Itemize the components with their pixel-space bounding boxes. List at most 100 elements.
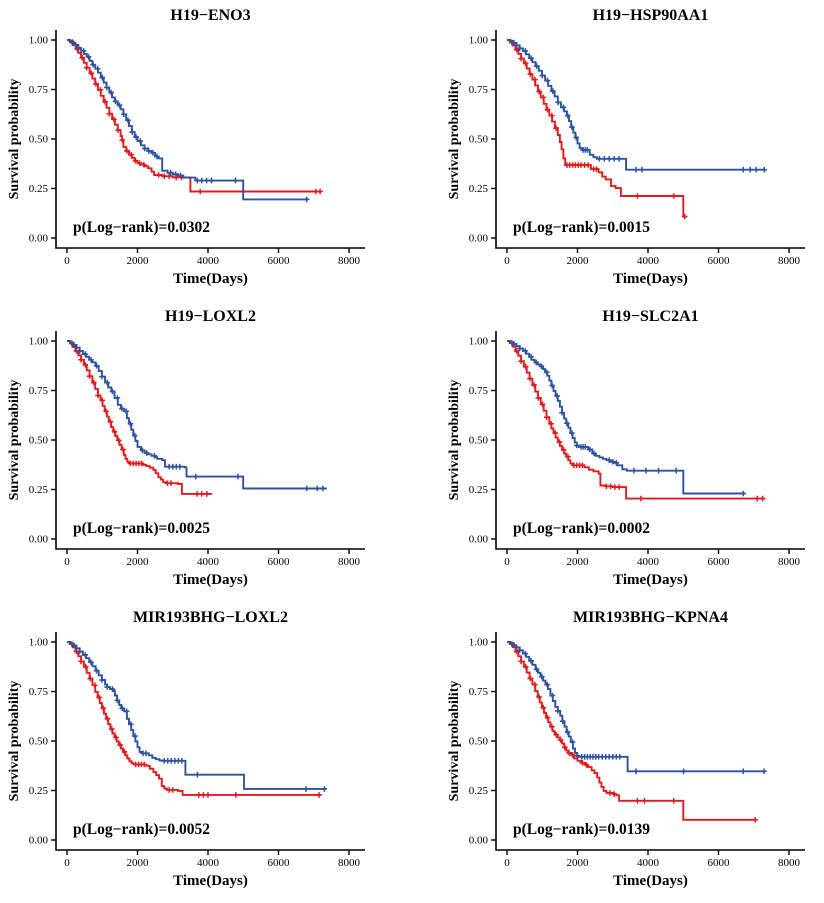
survival-curve-series-red bbox=[67, 39, 321, 193]
p-value-annotation: p(Log−rank)=0.0025 bbox=[73, 520, 210, 537]
censor-mark bbox=[119, 705, 126, 712]
y-axis-label: Survival probability bbox=[7, 380, 22, 501]
censor-mark bbox=[198, 491, 205, 497]
censor-mark bbox=[127, 421, 134, 427]
x-tick-label: 0 bbox=[504, 857, 510, 869]
censor-mark bbox=[139, 447, 146, 454]
censor-mark bbox=[128, 721, 134, 727]
x-tick-label: 2000 bbox=[127, 255, 150, 267]
x-tick-label: 6000 bbox=[708, 556, 731, 568]
censor-mark bbox=[99, 373, 105, 380]
censor-mark bbox=[527, 71, 534, 77]
censor-mark bbox=[639, 166, 645, 173]
censor-mark bbox=[93, 363, 100, 369]
censor-mark bbox=[583, 762, 590, 768]
censor-mark bbox=[143, 750, 149, 757]
censor-mark bbox=[111, 116, 117, 122]
censor-mark bbox=[752, 817, 758, 823]
censor-mark bbox=[655, 467, 662, 474]
km-panel-4: 0.00 0.25 0.50 0.75 1.00 0 2000 4000 6000 8000 H19… bbox=[447, 308, 805, 588]
censor-mark bbox=[93, 81, 99, 87]
censor-mark bbox=[538, 363, 545, 370]
censor-mark bbox=[613, 460, 620, 466]
censor-mark bbox=[747, 166, 753, 173]
censor-mark bbox=[119, 405, 125, 412]
censor-mark bbox=[557, 737, 564, 743]
censor-mark bbox=[550, 88, 556, 94]
censor-mark bbox=[124, 148, 130, 154]
censor-mark bbox=[120, 446, 126, 453]
censor-mark bbox=[643, 467, 649, 474]
y-tick-label: 0.00 bbox=[29, 534, 49, 546]
censor-mark bbox=[194, 771, 201, 778]
censor-mark bbox=[99, 677, 105, 683]
x-tick-label: 4000 bbox=[197, 857, 220, 869]
x-tick-label: 8000 bbox=[338, 857, 361, 869]
y-tick-label: 0.75 bbox=[29, 686, 49, 698]
axes-lines bbox=[55, 331, 365, 550]
x-tick-label: 0 bbox=[504, 255, 510, 267]
censor-mark bbox=[539, 673, 545, 680]
censor-mark bbox=[128, 152, 134, 158]
censor-mark bbox=[553, 731, 560, 738]
censor-mark bbox=[76, 348, 83, 354]
censor-mark bbox=[532, 681, 538, 688]
y-tick-label: 0.75 bbox=[469, 385, 489, 397]
censor-mark bbox=[92, 682, 98, 688]
axes-lines bbox=[495, 331, 805, 550]
axes-lines bbox=[495, 632, 805, 851]
censor-mark bbox=[544, 77, 551, 84]
censor-mark bbox=[168, 480, 174, 486]
censor-mark bbox=[609, 459, 616, 465]
x-tick-label: 2000 bbox=[127, 857, 150, 869]
survival-curve-series-blue bbox=[507, 641, 765, 773]
censor-mark bbox=[533, 666, 540, 673]
censor-mark bbox=[161, 173, 168, 179]
censor-mark bbox=[641, 798, 648, 804]
y-tick-label: 0.50 bbox=[469, 736, 489, 748]
censor-mark bbox=[104, 716, 111, 722]
censor-mark bbox=[544, 714, 551, 721]
censor-mark bbox=[71, 342, 77, 348]
censor-mark bbox=[555, 708, 561, 714]
p-value-annotation: p(Log−rank)=0.0139 bbox=[513, 821, 650, 838]
censor-mark bbox=[548, 421, 554, 427]
x-tick-label: 6000 bbox=[268, 556, 291, 568]
x-axis-label: Time(Days) bbox=[173, 572, 248, 588]
y-tick-label: 0.50 bbox=[29, 435, 49, 447]
x-tick-label: 6000 bbox=[708, 255, 731, 267]
censor-mark bbox=[638, 495, 644, 502]
censor-mark bbox=[606, 156, 612, 162]
censor-mark bbox=[121, 749, 128, 755]
censor-mark bbox=[533, 63, 540, 69]
censor-mark bbox=[555, 99, 561, 106]
censor-mark bbox=[177, 463, 183, 470]
censor-mark bbox=[204, 491, 210, 497]
x-axis-label: Time(Days) bbox=[173, 271, 248, 287]
censor-mark bbox=[177, 172, 184, 179]
censor-mark bbox=[121, 111, 127, 117]
censor-mark bbox=[631, 467, 637, 474]
x-tick-label: 0 bbox=[64, 857, 70, 869]
censor-mark bbox=[109, 686, 116, 692]
km-panel-2: 0.00 0.25 0.50 0.75 1.00 0 2000 4000 6000 8000 H19… bbox=[447, 7, 805, 287]
censor-mark bbox=[528, 55, 534, 61]
censor-mark bbox=[740, 768, 746, 775]
survival-curve-series-red bbox=[67, 340, 213, 495]
x-axis-label: Time(Days) bbox=[613, 873, 688, 889]
censor-mark bbox=[303, 786, 309, 792]
x-tick-label: 6000 bbox=[268, 857, 291, 869]
km-panel-3: 0.00 0.25 0.50 0.75 1.00 0 2000 4000 6000 8000 H19… bbox=[7, 308, 365, 588]
censor-mark bbox=[111, 428, 118, 435]
censor-mark bbox=[516, 45, 523, 52]
censor-mark bbox=[138, 460, 145, 467]
censor-mark bbox=[197, 188, 203, 195]
censor-mark bbox=[96, 694, 102, 701]
censor-mark bbox=[303, 196, 310, 203]
panel-title: H19−SLC2A1 bbox=[602, 308, 698, 325]
y-tick-label: 1.00 bbox=[29, 637, 49, 649]
censor-mark bbox=[109, 726, 115, 732]
panel-cell-6: 0.00 0.25 0.50 0.75 1.00 0 2000 4000 6000 8000 MIR… bbox=[412, 602, 824, 903]
x-tick-label: 4000 bbox=[197, 255, 220, 267]
censor-mark bbox=[754, 495, 761, 502]
